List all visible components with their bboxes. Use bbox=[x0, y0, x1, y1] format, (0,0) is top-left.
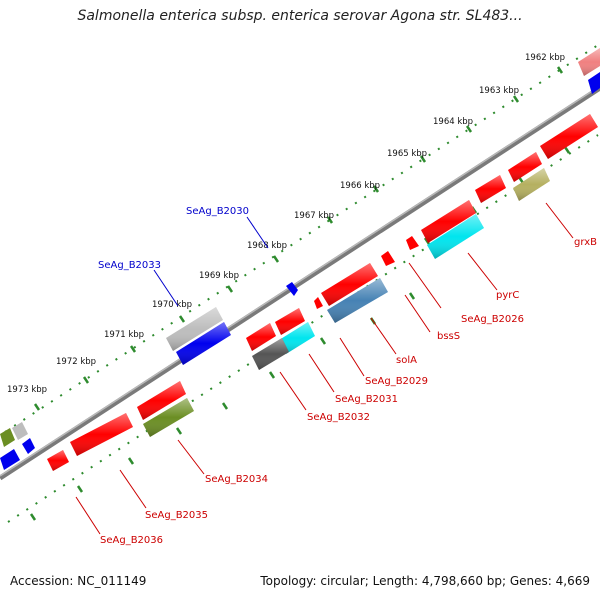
kbp-label: 1966 kbp bbox=[340, 181, 380, 191]
kbp-label: 1971 kbp bbox=[104, 330, 144, 340]
gene-feature-red[interactable] bbox=[475, 175, 506, 203]
gene-feature-olive[interactable] bbox=[143, 398, 194, 437]
kbp-label: 1965 kbp bbox=[387, 149, 427, 159]
gene-feature-red-small[interactable] bbox=[314, 297, 323, 309]
gene-feature-red-small[interactable] bbox=[381, 251, 395, 266]
kbp-label: 1969 kbp bbox=[199, 271, 239, 281]
gene-feature-blue-small[interactable] bbox=[286, 282, 298, 296]
gene-label[interactable]: solA bbox=[396, 355, 417, 366]
gene-label[interactable]: SeAg_B2035 bbox=[145, 510, 208, 521]
gene-feature-blue[interactable] bbox=[588, 72, 600, 94]
gene-feature-red[interactable] bbox=[321, 263, 378, 306]
gene-feature-darkgray[interactable] bbox=[252, 338, 289, 370]
gene-feature-red-small[interactable] bbox=[406, 236, 419, 250]
kbp-label: 1972 kbp bbox=[56, 357, 96, 367]
genome-summary-text: Topology: circular; Length: 4,798,660 bp… bbox=[260, 574, 590, 588]
gene-feature-red[interactable] bbox=[246, 323, 276, 351]
label-leader-lines bbox=[75, 202, 574, 535]
gene-feature-gray[interactable] bbox=[166, 307, 223, 351]
genome-backbone bbox=[0, 85, 600, 481]
kbp-label: 1964 kbp bbox=[433, 117, 473, 127]
gene-feature-gray[interactable] bbox=[12, 422, 28, 440]
gene-feature-red[interactable] bbox=[421, 200, 476, 243]
kbp-label: 1963 kbp bbox=[479, 86, 519, 96]
gene-feature-red[interactable] bbox=[137, 381, 186, 420]
gene-label[interactable]: SeAg_B2030 bbox=[186, 206, 249, 217]
gene-feature-blue[interactable] bbox=[176, 322, 231, 365]
kbp-label: 1973 kbp bbox=[7, 385, 47, 395]
gene-feature-blue[interactable] bbox=[0, 449, 20, 470]
map-title: Salmonella enterica subsp. enterica sero… bbox=[77, 8, 523, 24]
kbp-label: 1967 kbp bbox=[294, 211, 334, 221]
gene-feature-blue[interactable] bbox=[22, 438, 35, 454]
gene-label[interactable]: pyrC bbox=[496, 290, 519, 301]
gene-label[interactable]: SeAg_B2036 bbox=[100, 535, 163, 546]
gene-feature-khaki[interactable] bbox=[513, 168, 550, 201]
gene-feature-cyan[interactable] bbox=[279, 322, 315, 354]
gene-label[interactable]: SeAg_B2032 bbox=[307, 412, 370, 423]
gene-label[interactable]: bssS bbox=[437, 331, 460, 342]
kbp-label: 1962 kbp bbox=[525, 53, 565, 63]
gene-feature-red[interactable] bbox=[275, 308, 305, 335]
gene-feature-steelblue[interactable] bbox=[327, 278, 388, 323]
gene-feature-red[interactable] bbox=[47, 450, 69, 471]
gene-feature-pink[interactable] bbox=[578, 48, 600, 76]
gene-label[interactable]: SeAg_B2034 bbox=[205, 474, 268, 485]
gene-label[interactable]: grxB bbox=[574, 237, 597, 248]
gene-feature-red[interactable] bbox=[508, 152, 542, 182]
gene-label[interactable]: SeAg_B2026 bbox=[461, 314, 524, 325]
gene-feature-red[interactable] bbox=[540, 114, 598, 159]
gene-feature-olive[interactable] bbox=[0, 428, 15, 447]
gene-label[interactable]: SeAg_B2029 bbox=[365, 376, 428, 387]
outer-dotted-ring bbox=[4, 44, 599, 433]
kbp-ticks bbox=[33, 66, 564, 411]
gene-label[interactable]: SeAg_B2031 bbox=[335, 394, 398, 405]
gene-feature-red[interactable] bbox=[70, 413, 133, 456]
gene-label[interactable]: SeAg_B2033 bbox=[98, 260, 161, 271]
kbp-label: 1970 kbp bbox=[152, 300, 192, 310]
gene-feature-cyan[interactable] bbox=[427, 214, 484, 259]
accession-text: Accession: NC_011149 bbox=[10, 574, 147, 588]
